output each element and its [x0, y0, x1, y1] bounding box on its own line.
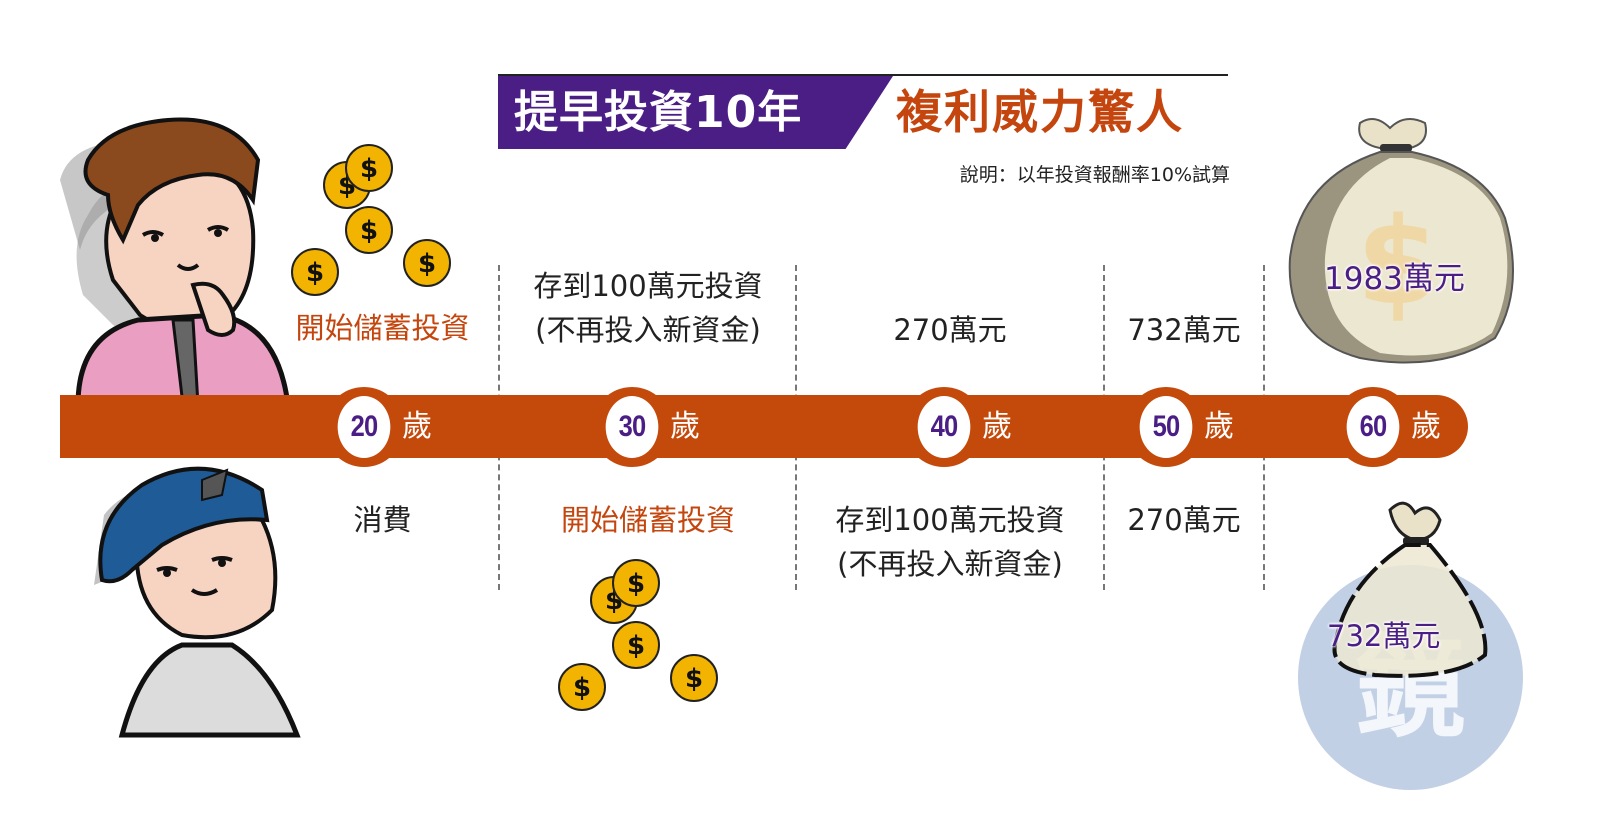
money-bag-icon: $ [1288, 118, 1514, 364]
age-unit: 歲 [1411, 409, 1441, 444]
svg-text:$: $ [685, 664, 703, 694]
early-60-value: 1983萬元 [1324, 261, 1465, 297]
age-number: 60 [1346, 396, 1400, 458]
late-60-value: 732萬元 [1327, 619, 1441, 653]
svg-text:$: $ [573, 673, 591, 703]
timeline-bar [60, 395, 1468, 458]
age-node-50: 50 [1126, 387, 1206, 467]
age-number: 40 [917, 396, 971, 458]
early-investor-man-icon [60, 117, 291, 405]
late-50-cell: 270萬元 [1127, 503, 1241, 537]
coins-top-icon: $ $ $ $ $ [291, 144, 451, 296]
title-rule [498, 74, 1228, 76]
age-node-30: 30 [592, 387, 672, 467]
svg-text:$: $ [418, 249, 436, 279]
age-node-40: 40 [904, 387, 984, 467]
late-40-cell-line2: (不再投入新資金) [837, 547, 1063, 581]
age-unit: 歲 [670, 409, 700, 444]
late-20-cell: 消費 [353, 503, 412, 537]
money-bag-icon [1332, 501, 1488, 678]
title-banner: 提早投資10年 複利威力驚人 [498, 74, 1228, 150]
coins-bottom-icon: $ $ $ $ $ [558, 559, 718, 711]
early-40-cell: 270萬元 [893, 313, 1007, 347]
age-unit: 歲 [402, 409, 432, 444]
age-unit: 歲 [982, 409, 1012, 444]
age-unit: 歲 [1204, 409, 1234, 444]
svg-text:$: $ [1356, 193, 1440, 332]
svg-text:$: $ [360, 216, 378, 246]
money-bag-early: $ 1983萬元 [1280, 108, 1520, 368]
money-bag-late: 732萬元 [1315, 495, 1515, 695]
late-30-cell: 開始儲蓄投資 [560, 503, 735, 537]
late-investor-boy-icon [94, 466, 301, 738]
title-right: 複利威力驚人 [896, 85, 1184, 139]
title-left: 提早投資10年 [498, 76, 893, 149]
svg-text:$: $ [306, 258, 324, 288]
age-number: 50 [1139, 396, 1193, 458]
age-number: 20 [337, 396, 391, 458]
late-40-cell-line1: 存到100萬元投資 [835, 503, 1065, 537]
early-30-cell-line2: (不再投入新資金) [535, 313, 761, 347]
age-node-20: 20 [324, 387, 404, 467]
early-50-cell: 732萬元 [1127, 313, 1241, 347]
svg-text:$: $ [627, 631, 645, 661]
subtitle-note: 說明：以年投資報酬率10%試算 [959, 164, 1230, 186]
early-30-cell-line1: 存到100萬元投資 [533, 269, 763, 303]
early-20-cell: 開始儲蓄投資 [295, 311, 470, 345]
age-node-60: 60 [1333, 387, 1413, 467]
age-number: 30 [605, 396, 659, 458]
svg-text:$: $ [627, 569, 645, 599]
svg-text:$: $ [360, 154, 378, 184]
